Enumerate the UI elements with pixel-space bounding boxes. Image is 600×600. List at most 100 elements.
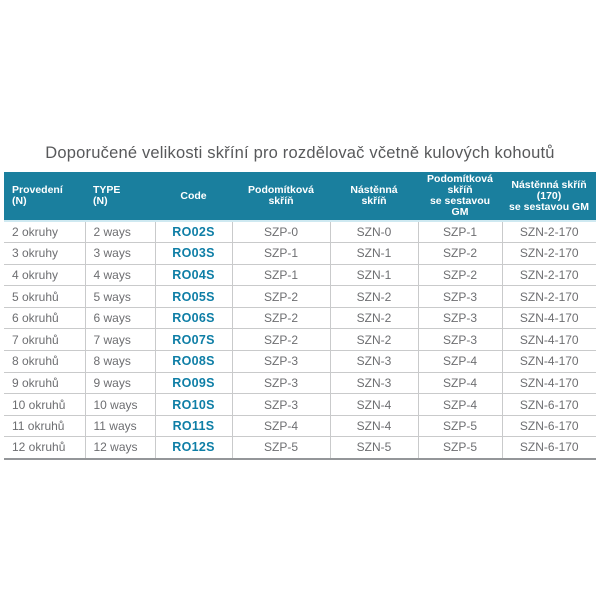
- cell-szp: SZP-5: [231, 436, 330, 459]
- cell-type: 11 ways: [84, 414, 155, 437]
- cell-szn: SZN-4: [329, 414, 418, 437]
- table-row: 9 okruhů 9 ways RO09S SZP-3 SZN-3 SZP-4 SZN-4-…: [4, 371, 596, 394]
- cell-type: 7 ways: [84, 328, 155, 351]
- table-row: 8 okruhů 8 ways RO08S SZP-3 SZN-3 SZP-4 SZN-4-…: [4, 350, 596, 373]
- cell-szn: SZN-2: [329, 328, 418, 351]
- cell-szp-gm: SZP-5: [417, 414, 502, 437]
- cell-szp: SZP-1: [231, 263, 330, 286]
- cell-type: 5 ways: [84, 285, 155, 308]
- table-row: 2 okruhy 2 ways RO02S SZP-0 SZN-0 SZP-1 SZN-2-…: [4, 221, 596, 243]
- table-row: 10 okruhů 10 ways RO10S SZP-3 SZN-4 SZP-4 SZN-…: [4, 393, 596, 416]
- cell-szn: SZN-3: [329, 350, 418, 373]
- cell-szn-gm: SZN-2-170: [501, 221, 596, 243]
- column-header-szn: Nástěnná skříň: [330, 172, 418, 222]
- cell-szp-gm: SZP-4: [417, 393, 502, 416]
- cell-szn-gm: SZN-2-170: [501, 242, 596, 265]
- cabinet-size-table: Provedení (N) TYPE (N) Code Podomítková skř…: [4, 172, 596, 460]
- cell-szp-gm: SZP-3: [417, 328, 502, 351]
- cell-szn-gm: SZN-4-170: [501, 328, 596, 351]
- cell-szn: SZN-1: [329, 242, 418, 265]
- table-row: 4 okruhy 4 ways RO04S SZP-1 SZN-1 SZP-2 SZN-2-…: [4, 263, 596, 286]
- cell-provedeni: 7 okruhů: [4, 328, 85, 351]
- cell-szp-gm: SZP-5: [417, 436, 502, 459]
- cell-szn-gm: SZN-4-170: [501, 306, 596, 329]
- cell-provedeni: 10 okruhů: [4, 393, 85, 416]
- cell-szp-gm: SZP-2: [417, 242, 502, 265]
- cell-szp: SZP-4: [231, 414, 330, 437]
- cell-szp-gm: SZP-1: [417, 221, 502, 243]
- cell-szn-gm: SZN-6-170: [501, 393, 596, 416]
- cell-szn-gm: SZN-4-170: [501, 350, 596, 373]
- cell-szn-gm: SZN-2-170: [501, 263, 596, 286]
- cell-type: 8 ways: [84, 350, 155, 373]
- table-row: 12 okruhů 12 ways RO12S SZP-5 SZN-5 SZP-5 SZN-…: [4, 436, 596, 459]
- cell-code: RO08S: [154, 350, 232, 373]
- cell-szn-gm: SZN-4-170: [501, 371, 596, 394]
- cell-szp-gm: SZP-2: [417, 263, 502, 286]
- column-header-szn-gm: Nástěnná skříň (170) se sestavou GM: [502, 172, 596, 222]
- cell-szn: SZN-4: [329, 393, 418, 416]
- cell-szp: SZP-2: [231, 306, 330, 329]
- cell-code: RO04S: [154, 263, 232, 286]
- cell-provedeni: 2 okruhy: [12, 225, 59, 240]
- cell-provedeni: 12 okruhů: [4, 436, 85, 459]
- cell-provedeni: 8 okruhů: [4, 350, 85, 373]
- cell-szn-gm: SZN-6-170: [501, 436, 596, 459]
- column-header-szp-gm: Podomítková skříň se sestavou GM: [418, 172, 502, 222]
- cell-szn: SZN-1: [329, 263, 418, 286]
- cell-code: RO02S: [154, 221, 232, 243]
- cell-szp: SZP-1: [231, 242, 330, 265]
- column-header-szp: Podomítková skříň: [232, 172, 330, 222]
- cell-szn: SZN-2: [329, 285, 418, 308]
- cell-type: 10 ways: [84, 393, 155, 416]
- cell-type: 3 ways: [84, 242, 155, 265]
- cell-code: RO12S: [154, 436, 232, 459]
- cell-szp: SZP-3: [231, 371, 330, 394]
- column-header-code: Code: [155, 172, 232, 222]
- table-row: 3 okruhy 3 ways RO03S SZP-1 SZN-1 SZP-2 SZN-2-…: [4, 242, 596, 265]
- cell-szp-gm: SZP-4: [417, 371, 502, 394]
- cell-code: RO06S: [154, 306, 232, 329]
- cell-szp-gm: SZP-4: [417, 350, 502, 373]
- cell-szp: SZP-3: [231, 393, 330, 416]
- cell-provedeni: 3 okruhy: [4, 242, 85, 265]
- table-row: 6 okruhů 6 ways RO06S SZP-2 SZN-2 SZP-3 SZN-4-…: [4, 306, 596, 329]
- cell-type: 6 ways: [84, 306, 155, 329]
- cell-szn: SZN-3: [329, 371, 418, 394]
- cell-code: RO03S: [154, 242, 232, 265]
- cell-type: 12 ways: [84, 436, 155, 459]
- column-header-provedeni: Provedení (N): [4, 172, 85, 222]
- cell-szn: SZN-2: [329, 306, 418, 329]
- cell-provedeni: 11 okruhů: [4, 414, 85, 437]
- cell-code: RO09S: [154, 371, 232, 394]
- table-header-row: Provedení (N) TYPE (N) Code Podomítková skř…: [4, 172, 596, 222]
- cell-code: RO07S: [154, 328, 232, 351]
- cell-code: RO11S: [154, 414, 232, 437]
- cell-szn-gm: SZN-2-170: [501, 285, 596, 308]
- cell-provedeni: 6 okruhů: [4, 306, 85, 329]
- table-row: 5 okruhů 5 ways RO05S SZP-2 SZN-2 SZP-3 SZN-2-…: [4, 285, 596, 308]
- column-header-type: TYPE (N): [85, 172, 155, 222]
- cell-code: RO05S: [154, 285, 232, 308]
- cell-szp: SZP-2: [231, 285, 330, 308]
- table-header: Provedení (N) TYPE (N) Code Podomítková skř…: [4, 172, 596, 222]
- cell-provedeni: 5 okruhů: [4, 285, 85, 308]
- cell-provedeni: 9 okruhů: [4, 371, 85, 394]
- cell-szp: SZP-2: [231, 328, 330, 351]
- table-row: 11 okruhů 11 ways RO11S SZP-4 SZN-4 SZP-5 SZN-…: [4, 414, 596, 437]
- cell-szp-gm: SZP-3: [417, 285, 502, 308]
- cell-provedeni: 4 okruhy: [4, 263, 85, 286]
- table-body: 2 okruhy 2 ways RO02S SZP-0 SZN-0 SZP-1 SZN-2-…: [4, 221, 596, 459]
- cell-szn: SZN-0: [329, 221, 418, 243]
- cell-szp: SZP-3: [231, 350, 330, 373]
- cell-type: 9 ways: [84, 371, 155, 394]
- cell-szn-gm: SZN-6-170: [501, 414, 596, 437]
- cell-szp-gm: SZP-3: [417, 306, 502, 329]
- cell-szn: SZN-5: [329, 436, 418, 459]
- cell-code: RO10S: [154, 393, 232, 416]
- page-title: Doporučené velikosti skříní pro rozdělov…: [45, 144, 555, 162]
- table-row: 7 okruhů 7 ways RO07S SZP-2 SZN-2 SZP-3 SZN-4-…: [4, 328, 596, 351]
- cell-type: 4 ways: [84, 263, 155, 286]
- cell-type: 2 ways: [84, 221, 155, 243]
